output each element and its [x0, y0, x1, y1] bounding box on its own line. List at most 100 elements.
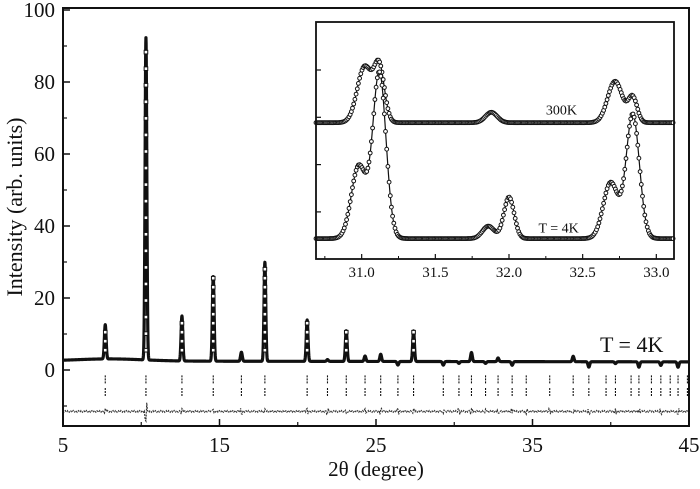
- inset-data-point: [618, 188, 624, 194]
- inset-data-point: [510, 204, 516, 210]
- inset-data-point: [601, 200, 606, 206]
- inset-data-point: [346, 205, 352, 211]
- inset-data-point: [353, 91, 359, 97]
- observed-data-point: [102, 329, 108, 335]
- inset-data-point: [350, 105, 355, 111]
- observed-data-point: [179, 338, 185, 344]
- observed-data-point: [143, 49, 149, 55]
- observed-data-point: [210, 347, 216, 353]
- inset-data-point: [511, 210, 517, 216]
- observed-data-point: [343, 338, 349, 344]
- observed-data-point: [411, 347, 416, 353]
- observed-data-point: [102, 347, 108, 353]
- observed-data-point: [304, 338, 310, 344]
- inset-data-point: [365, 165, 371, 171]
- inset-x-tick-label: 31.0: [349, 265, 375, 281]
- inset-data-point: [602, 195, 608, 201]
- inset-data-point: [385, 164, 391, 169]
- inset-data-point: [600, 206, 605, 212]
- observed-data-point: [143, 347, 149, 353]
- observed-data-point: [143, 182, 149, 187]
- observed-data-point: [210, 338, 216, 344]
- inset-data-point: [352, 172, 358, 178]
- inset-data-point: [623, 156, 629, 161]
- difference-curve: [62, 402, 690, 424]
- observed-data-point: [210, 284, 216, 290]
- inset-data-point: [635, 106, 641, 112]
- inset-data-point: [383, 129, 388, 134]
- inset-data-point: [499, 217, 505, 223]
- y-tick-label: 0: [45, 358, 56, 382]
- observed-data-point: [143, 149, 149, 154]
- inset-data-point: [366, 159, 372, 165]
- y-axis-label: Intensity (arb. units): [2, 117, 27, 296]
- observed-data-point: [179, 347, 185, 353]
- inset-x-tick-label: 31.5: [422, 265, 448, 281]
- observed-data-point: [179, 329, 185, 335]
- inset-data-point: [344, 217, 350, 223]
- y-tick-label: 80: [34, 70, 55, 94]
- observed-data-point: [411, 329, 416, 335]
- inset-data-point: [641, 204, 647, 209]
- y-tick-label: 100: [24, 0, 56, 22]
- observed-data-point: [262, 320, 268, 326]
- observed-data-point: [262, 293, 268, 299]
- observed-data-point: [210, 311, 216, 317]
- inset-data-point: [501, 212, 506, 218]
- observed-data-point: [304, 329, 310, 335]
- inset-data-point: [378, 63, 384, 69]
- observed-data-point: [210, 293, 216, 299]
- inset-data-point: [509, 199, 515, 205]
- observed-data-point: [143, 165, 149, 171]
- inset-data-point: [373, 84, 379, 90]
- observed-data-point: [210, 320, 216, 326]
- inset-data-point: [377, 59, 383, 65]
- inset-data-point: [634, 131, 639, 136]
- calculated-profile-line: [61, 36, 691, 369]
- inset-data-point: [638, 182, 644, 187]
- inset-data-point: [390, 213, 396, 219]
- y-tick-label: 60: [34, 142, 55, 166]
- inset-data-point: [622, 166, 628, 172]
- observed-data-point: [143, 116, 149, 121]
- inset-data-point: [628, 116, 634, 122]
- inset-data-point: [378, 73, 384, 79]
- x-tick-label: 25: [366, 433, 387, 457]
- observed-data-point: [262, 284, 268, 290]
- inset-data-point: [604, 97, 610, 102]
- observed-data-point: [143, 231, 149, 237]
- observed-data-point: [143, 265, 149, 270]
- inset-data-point: [354, 86, 360, 92]
- observed-data-point: [262, 266, 268, 272]
- inset-data-point: [351, 101, 357, 107]
- observed-data-point: [143, 281, 149, 287]
- inset-data-point: [633, 98, 638, 104]
- inset-data-point: [369, 139, 374, 144]
- inset-data-point: [636, 155, 642, 161]
- inset-x-tick-label: 32.0: [496, 265, 522, 281]
- observed-data-point: [143, 331, 149, 336]
- inset-data-point: [367, 150, 373, 156]
- inset-data-point: [514, 221, 519, 227]
- observed-data-point: [143, 99, 149, 105]
- inset-data-point: [356, 81, 361, 86]
- observed-data-point: [262, 302, 268, 308]
- inset-data-point: [343, 221, 348, 227]
- inset-data-point: [596, 220, 602, 226]
- observed-data-point: [143, 66, 149, 71]
- inset-data-point: [380, 95, 386, 101]
- inset-data-point: [502, 207, 508, 213]
- inset-label-4k: T = 4K: [538, 221, 578, 236]
- inset-data-point: [605, 93, 611, 98]
- inset-x-tick-label: 32.5: [570, 265, 596, 281]
- inset-data-point: [371, 111, 377, 116]
- observed-data-point: [262, 329, 268, 335]
- inset-plot: 300K T = 4K 31.0 31.5 32.0 32.5 33.0: [313, 21, 676, 281]
- observed-data-point: [179, 320, 185, 326]
- inset-data-point: [603, 190, 609, 196]
- inset-data-point: [382, 111, 387, 117]
- inset-data-point: [389, 204, 394, 210]
- inset-data-point: [377, 69, 383, 75]
